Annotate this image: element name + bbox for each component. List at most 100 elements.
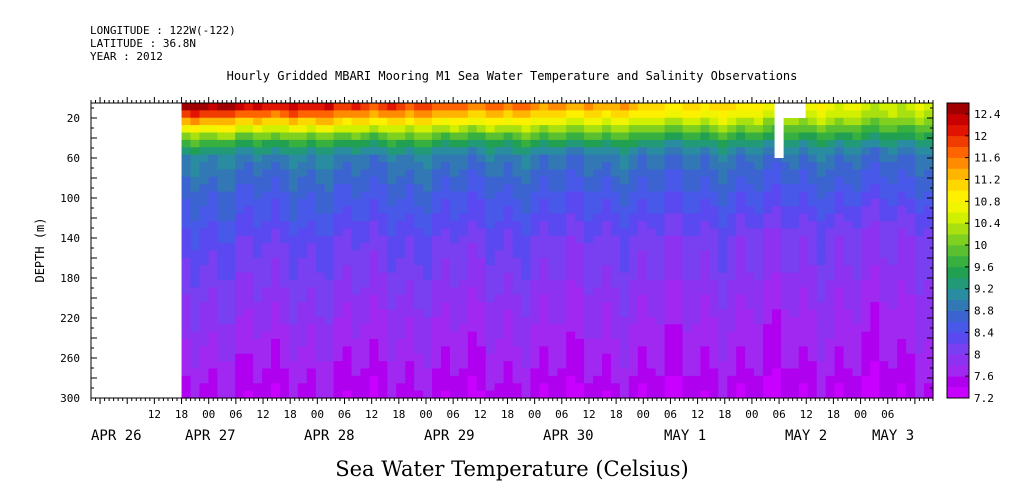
heatmap-cell xyxy=(351,309,362,318)
heatmap-cell xyxy=(512,147,523,156)
heatmap-cell xyxy=(924,316,934,325)
heatmap-cell xyxy=(628,191,639,200)
heatmap-cell xyxy=(798,294,809,303)
heatmap-cell xyxy=(387,390,397,399)
heatmap-cell xyxy=(530,339,540,347)
heatmap-cell xyxy=(458,147,469,156)
heatmap-cell xyxy=(575,235,585,244)
heatmap-cell xyxy=(745,346,755,355)
heatmap-cell xyxy=(736,250,746,259)
heatmap-cell xyxy=(879,250,889,259)
heatmap-cell xyxy=(807,331,818,340)
heatmap-cell xyxy=(664,213,675,222)
heatmap-cell xyxy=(646,169,657,178)
heatmap-cell xyxy=(414,191,424,200)
heatmap-cell xyxy=(861,390,871,399)
heatmap-cell xyxy=(190,368,201,377)
heatmap-cell xyxy=(217,294,227,303)
heatmap-cell xyxy=(745,302,755,311)
heatmap-cell xyxy=(718,361,728,370)
heatmap-cell xyxy=(324,375,335,384)
heatmap-cell xyxy=(548,176,558,185)
heatmap-cell xyxy=(440,383,451,392)
heatmap-cell xyxy=(208,346,218,355)
heatmap-cell xyxy=(378,198,388,207)
heatmap-cell xyxy=(610,147,621,156)
heatmap-cell xyxy=(664,302,675,311)
heatmap-cell xyxy=(360,243,371,252)
heatmap-cell xyxy=(915,147,925,156)
heatmap-cell xyxy=(566,324,576,333)
heatmap-cell xyxy=(807,169,818,178)
heatmap-cell xyxy=(548,184,558,193)
heatmap-cell xyxy=(673,250,684,259)
heatmap-cell xyxy=(646,162,657,170)
heatmap-cell xyxy=(825,132,836,141)
heatmap-cell xyxy=(682,132,693,141)
heatmap-cell xyxy=(199,103,209,111)
heatmap-cell xyxy=(771,221,782,229)
heatmap-cell xyxy=(771,331,782,340)
heatmap-cell xyxy=(315,309,326,318)
heatmap-cell xyxy=(226,302,236,311)
heatmap-cell xyxy=(628,213,639,222)
heatmap-cell xyxy=(190,154,201,163)
heatmap-cell xyxy=(387,361,397,370)
heatmap-cell xyxy=(414,206,424,215)
heatmap-cell xyxy=(575,280,585,288)
heatmap-cell xyxy=(879,316,889,325)
heatmap-cell xyxy=(780,235,791,244)
heatmap-cell xyxy=(262,346,272,355)
heatmap-cell xyxy=(235,280,245,288)
heatmap-cell xyxy=(324,147,335,156)
heatmap-cell xyxy=(637,117,648,126)
heatmap-cell xyxy=(360,206,371,215)
heatmap-cell xyxy=(771,287,782,296)
heatmap-cell xyxy=(530,235,540,244)
heatmap-cell xyxy=(423,339,433,347)
heatmap-cell xyxy=(351,316,362,325)
heatmap-cell xyxy=(870,346,880,355)
heatmap-cell xyxy=(709,147,719,156)
heatmap-cell xyxy=(253,346,263,355)
heatmap-cell xyxy=(396,294,406,303)
heatmap-cell xyxy=(360,346,371,355)
heatmap-cell xyxy=(897,162,907,170)
heatmap-cell xyxy=(861,221,871,229)
heatmap-cell xyxy=(440,221,451,229)
heatmap-cell xyxy=(763,324,773,333)
heatmap-cell xyxy=(288,294,299,303)
heatmap-cell xyxy=(521,162,532,170)
heatmap-cell xyxy=(405,213,415,222)
heatmap-cell xyxy=(843,294,854,303)
heatmap-cell xyxy=(262,294,272,303)
heatmap-cell xyxy=(664,154,675,163)
heatmap-cell xyxy=(852,361,863,370)
heatmap-cell xyxy=(199,280,209,288)
heatmap-cell xyxy=(378,383,388,392)
heatmap-cell xyxy=(539,316,549,325)
heatmap-cell xyxy=(915,132,925,141)
heatmap-cell xyxy=(718,221,728,229)
heatmap-cell xyxy=(503,169,514,178)
heatmap-cell xyxy=(897,368,907,377)
heatmap-cell xyxy=(324,353,335,362)
heatmap-cell xyxy=(279,198,290,207)
heatmap-cell xyxy=(879,132,889,141)
heatmap-cell xyxy=(190,257,201,266)
heatmap-cell xyxy=(718,169,728,178)
heatmap-cell xyxy=(610,272,621,281)
heatmap-cell xyxy=(360,383,371,392)
heatmap-cell xyxy=(807,117,818,126)
heatmap-cell xyxy=(771,213,782,222)
heatmap-cell xyxy=(646,243,657,252)
heatmap-cell xyxy=(279,302,290,311)
heatmap-cell xyxy=(530,206,540,215)
heatmap-cell xyxy=(476,316,487,325)
heatmap-cell xyxy=(763,368,773,377)
heatmap-cell xyxy=(539,147,549,156)
heatmap-cell xyxy=(476,383,487,392)
heatmap-cell xyxy=(387,324,397,333)
heatmap-cell xyxy=(485,125,496,134)
x-tick-label: 12 xyxy=(365,408,378,421)
